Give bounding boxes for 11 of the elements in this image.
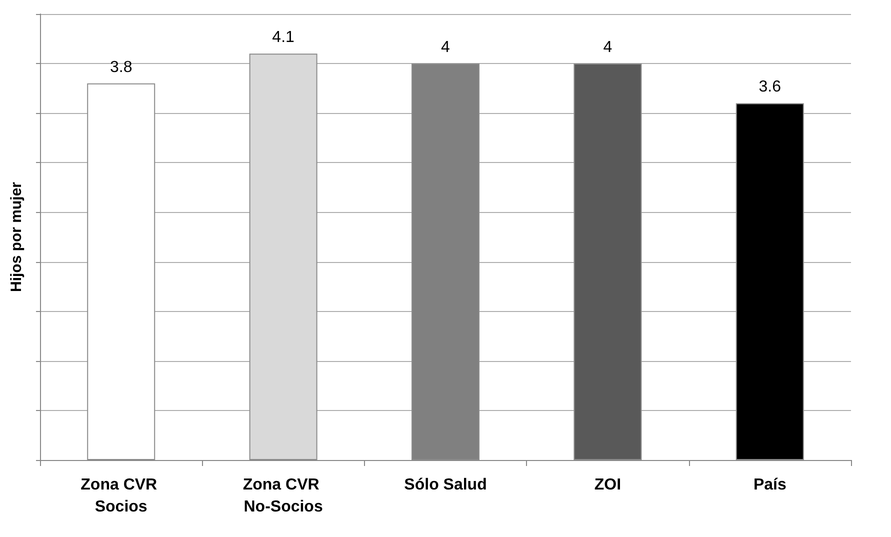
data-label: 4 [441,39,450,56]
data-label: 4.1 [272,29,295,46]
x-tick-label: ZOI [594,476,622,494]
x-tick-label: País [753,476,786,494]
y-axis-title: Hijos por mujer [8,182,25,292]
x-tick-label: Sólo Salud [404,476,487,494]
data-label: 3.8 [110,58,132,76]
data-label: 3.6 [758,78,782,96]
x-tick-label: Zona CVR Socios [80,476,162,516]
data-label: 4 [603,39,612,56]
x-tick-label: Zona CVR No-Socios [242,476,324,516]
